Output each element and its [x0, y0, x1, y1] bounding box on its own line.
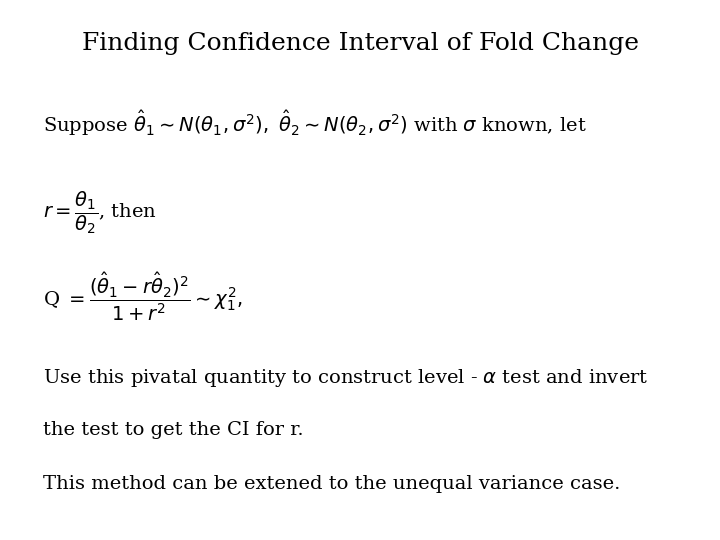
Text: Suppose $\hat{\theta}_1 \sim N(\theta_1,\sigma^2),\ \hat{\theta}_2 \sim N(\theta: Suppose $\hat{\theta}_1 \sim N(\theta_1,…: [43, 108, 587, 138]
Text: Finding Confidence Interval of Fold Change: Finding Confidence Interval of Fold Chan…: [81, 32, 639, 56]
Text: the test to get the CI for r.: the test to get the CI for r.: [43, 421, 304, 439]
Text: Q $= \dfrac{(\hat{\theta}_1 - r\hat{\theta}_2)^2}{1+r^2} \sim \chi^2_1,$: Q $= \dfrac{(\hat{\theta}_1 - r\hat{\the…: [43, 270, 243, 323]
Text: Use this pivatal quantity to construct level - $\alpha$ test and invert: Use this pivatal quantity to construct l…: [43, 367, 649, 389]
Text: $r = \dfrac{\theta_1}{\theta_2}$, then: $r = \dfrac{\theta_1}{\theta_2}$, then: [43, 189, 157, 235]
Text: This method can be extened to the unequal variance case.: This method can be extened to the unequa…: [43, 475, 621, 493]
